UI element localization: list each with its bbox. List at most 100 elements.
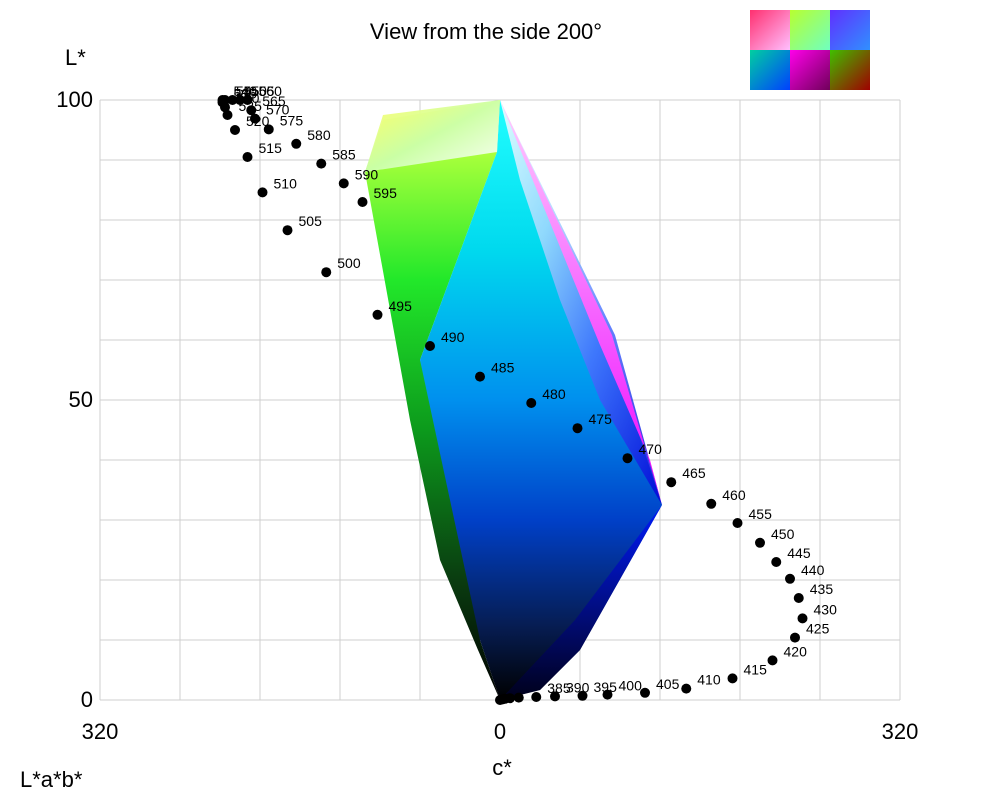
wavelength-label: 570 bbox=[266, 102, 290, 118]
locus-point bbox=[797, 613, 808, 624]
x-axis-label: c* bbox=[492, 755, 512, 780]
locus-point bbox=[505, 693, 515, 704]
wavelength-label: 500 bbox=[337, 255, 361, 271]
wavelength-label: 490 bbox=[441, 329, 465, 345]
locus-point bbox=[220, 95, 230, 105]
wavelength-label: 515 bbox=[259, 140, 283, 156]
y-tick-label: 50 bbox=[69, 387, 93, 412]
wavelength-label: 440 bbox=[801, 562, 825, 578]
gamut-mid-face bbox=[420, 100, 662, 700]
wavelength-label: 550 bbox=[244, 83, 268, 99]
locus-point bbox=[235, 95, 245, 105]
gamut-right-face bbox=[500, 100, 662, 505]
y-axis-label: L* bbox=[65, 45, 86, 70]
wavelength-label: 460 bbox=[722, 487, 746, 503]
locus-point bbox=[257, 187, 268, 198]
x-tick-label: 0 bbox=[494, 719, 506, 744]
locus-point bbox=[550, 691, 560, 702]
locus-point bbox=[291, 138, 302, 149]
wavelength-label: 450 bbox=[771, 526, 795, 542]
wavelength-label: 420 bbox=[784, 643, 808, 659]
wavelength-label: 445 bbox=[787, 545, 811, 561]
locus-point bbox=[263, 124, 274, 135]
wavelength-label: 505 bbox=[299, 213, 323, 229]
locus-point bbox=[357, 197, 368, 207]
locus-point bbox=[706, 498, 717, 509]
locus-point bbox=[321, 267, 332, 278]
locus-point bbox=[755, 537, 765, 548]
wavelength-label: 465 bbox=[682, 465, 706, 481]
wavelength-label: 510 bbox=[274, 175, 298, 191]
x-tick-label: 320 bbox=[82, 719, 119, 744]
color-swatch-shade bbox=[750, 50, 790, 90]
wavelength-label: 575 bbox=[280, 112, 304, 128]
wavelength-label: 455 bbox=[749, 506, 773, 522]
wavelength-label: 415 bbox=[744, 661, 768, 677]
wavelength-label: 435 bbox=[810, 581, 834, 597]
y-tick-label: 0 bbox=[81, 687, 93, 712]
locus-point bbox=[622, 453, 633, 464]
wavelength-label: 545 bbox=[236, 83, 260, 99]
locus-point bbox=[425, 341, 435, 351]
wavelength-label: 560 bbox=[259, 83, 283, 99]
wavelength-label: 540 bbox=[234, 83, 258, 99]
locus-point bbox=[222, 110, 233, 120]
locus-point bbox=[572, 423, 583, 434]
locus-point bbox=[790, 632, 800, 643]
color-swatch-shade bbox=[790, 10, 830, 50]
colorspace-label: L*a*b* bbox=[20, 767, 83, 792]
locus-point bbox=[531, 692, 542, 702]
axes: 320 0 320 0 50 100 bbox=[56, 87, 918, 744]
wavelength-label: 400 bbox=[619, 678, 643, 694]
locus-point bbox=[475, 371, 485, 382]
color-swatch-shade bbox=[790, 50, 830, 90]
wavelength-label: 555 bbox=[251, 83, 275, 99]
wavelength-label: 470 bbox=[639, 441, 663, 457]
locus-point bbox=[785, 573, 795, 584]
locus-point bbox=[246, 105, 257, 116]
wavelength-label: 425 bbox=[806, 621, 830, 637]
wavelength-label: 585 bbox=[332, 147, 356, 163]
locus-point bbox=[793, 593, 804, 603]
locus-point bbox=[242, 152, 253, 162]
locus-point bbox=[727, 673, 738, 684]
wavelength-label: 485 bbox=[491, 360, 515, 376]
locus-point bbox=[250, 113, 260, 124]
gamut-solid bbox=[365, 100, 662, 700]
color-swatch-shade bbox=[830, 50, 870, 90]
locus-point bbox=[230, 125, 240, 135]
wavelength-label: 495 bbox=[389, 298, 413, 314]
y-tick-label: 100 bbox=[56, 87, 93, 112]
wavelength-label: 580 bbox=[307, 127, 331, 143]
locus-point bbox=[767, 655, 778, 666]
locus-point bbox=[666, 477, 677, 488]
locus-point bbox=[227, 95, 238, 105]
chart-title: View from the side 200° bbox=[370, 19, 602, 44]
color-swatch-icon bbox=[750, 10, 870, 90]
wavelength-label: 480 bbox=[542, 386, 566, 402]
wavelength-label: 590 bbox=[355, 166, 379, 182]
locus-point bbox=[513, 692, 524, 703]
wavelength-label: 410 bbox=[697, 672, 721, 688]
locus-point bbox=[526, 398, 537, 408]
wavelength-label: 405 bbox=[656, 676, 680, 692]
wavelength-label: 565 bbox=[262, 93, 286, 109]
wavelength-label: 595 bbox=[374, 185, 398, 201]
locus-point bbox=[338, 178, 349, 189]
locus-point bbox=[681, 683, 692, 694]
locus-point bbox=[282, 225, 293, 236]
locus-point bbox=[372, 309, 383, 320]
color-swatch-shade bbox=[830, 10, 870, 50]
gamut-top-face bbox=[365, 100, 500, 172]
wavelength-label: 395 bbox=[594, 679, 618, 695]
x-tick-label: 320 bbox=[882, 719, 919, 744]
wavelength-label: 430 bbox=[814, 601, 838, 617]
color-swatch-shade bbox=[750, 10, 790, 50]
wavelength-label: 475 bbox=[589, 411, 613, 427]
locus-point bbox=[242, 95, 253, 105]
locus-point bbox=[640, 687, 650, 698]
locus-point bbox=[577, 690, 588, 701]
locus-point bbox=[316, 158, 327, 169]
